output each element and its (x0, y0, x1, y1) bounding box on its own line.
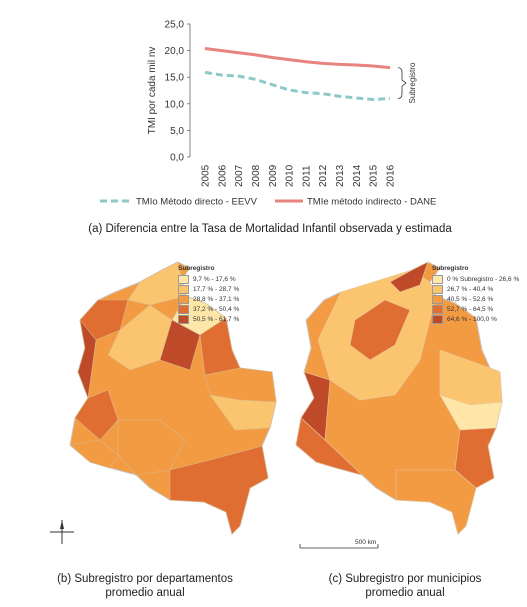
legend-swatch (178, 284, 189, 294)
legend-swatch (178, 314, 189, 324)
y-tick-label: 15,0 (165, 73, 185, 84)
region-c-amazon-south (395, 469, 477, 535)
legend-map-b-item: 17,7 % - 28,7 % (178, 284, 239, 294)
line-chart: 0,0 5,0 10,0 15,0 20,0 25,0 TMI por cada mil n… (100, 20, 436, 208)
legend-map-c-item: 64,6 % - 100,0 % (432, 314, 519, 324)
region-b-amazonas (169, 445, 269, 535)
region-b-arauca (199, 317, 241, 376)
x-tick-label: 2015 (369, 164, 380, 187)
region-b-vichada (209, 394, 277, 431)
north-arrow-icon (50, 520, 74, 544)
legend-label: 9,7 % - 17,6 % (193, 275, 236, 283)
legend-map-b-item: 28,8 % - 37,1 % (178, 294, 239, 304)
legend-label: 40,5 % - 52,6 % (447, 295, 494, 303)
caption-a: (a) Diferencia entre la Tasa de Mortalid… (88, 223, 452, 235)
series-line-indirect (204, 46, 391, 70)
y-tick-label: 25,0 (165, 20, 185, 31)
legend-swatch (178, 274, 189, 284)
x-tick-label: 2014 (352, 164, 363, 187)
y-tick-label: 10,0 (165, 99, 185, 110)
legend-label: 52,7 % - 64,5 % (447, 305, 494, 313)
caption-b: (b) Subregistro por departamentos promed… (40, 572, 250, 600)
legend-map-b-item: 9,7 % - 17,6 % (178, 274, 239, 284)
legend-label: 0 % Subregistro - 26,6 % (447, 275, 520, 283)
region-b-pacific (74, 389, 119, 441)
legend-swatch (178, 304, 189, 314)
legend-map-b-title: Subregistro (178, 265, 215, 272)
region-b-south-west (69, 439, 119, 469)
x-tick-label: 2006 (217, 164, 228, 187)
region-b-choco (77, 319, 97, 399)
x-tick-label: 2012 (318, 164, 329, 187)
region-c-vichada (439, 394, 503, 431)
legend-map-c-item: 0 % Subregistro - 26,6 % (432, 274, 519, 284)
map-departments (69, 261, 277, 535)
caption-b-line2: promedio anual (105, 587, 185, 599)
y-tick-label: 20,0 (165, 46, 185, 57)
legend-swatch (432, 314, 443, 324)
scale-label: 500 km (355, 539, 376, 546)
legend-map-c-item: 52,7 % - 64,5 % (432, 304, 519, 314)
legend-swatch (432, 294, 443, 304)
legend-label: 17,7 % - 28,7 % (193, 285, 240, 293)
x-tick-label: 2010 (285, 164, 296, 187)
legend-swatch (178, 294, 189, 304)
legend-map-b: Subregistro 9,7 % - 17,6 % 17,7 % - 28,7… (178, 265, 239, 324)
x-tick-label: 2016 (386, 164, 397, 187)
x-tick-label: 2008 (251, 164, 262, 187)
legend-label: 28,8 % - 37,1 % (193, 295, 240, 303)
series-line-direct (204, 70, 391, 102)
caption-c-line2: promedio anual (365, 587, 445, 599)
subregistro-bracket (397, 67, 407, 99)
region-c-north-coast (389, 261, 429, 293)
annotation-label: Subregistro (408, 62, 417, 103)
legend-swatch (432, 274, 443, 284)
x-tick-label: 2013 (335, 164, 346, 187)
legend-label: 50,5 % - 61,7 % (193, 315, 240, 323)
x-tick-label: 2011 (301, 165, 312, 187)
region-b-corridor (159, 319, 201, 371)
region-b-caqueta (117, 419, 186, 476)
region-c-south-west (295, 417, 363, 476)
legend-label-direct: TMIo Método directo - EEVV (136, 197, 258, 208)
legend-swatch (432, 304, 443, 314)
y-axis-label: TMI por cada mil nv (147, 47, 158, 135)
y-tick-label: 5,0 (170, 126, 184, 137)
legend-swatch (432, 284, 443, 294)
x-tick-label: 2009 (268, 164, 279, 187)
caption-c-line1: (c) Subregistro por municipios (328, 573, 482, 585)
scale-bar: 500 km (299, 539, 379, 549)
legend-label: 26,7 % - 40,4 % (447, 285, 494, 293)
legend-label: 64,6 % - 100,0 % (447, 315, 497, 323)
legend-map-b-item: 50,5 % - 61,7 % (178, 314, 239, 324)
map-municipalities (295, 261, 503, 535)
legend-label: 37,2 % - 50,4 % (193, 305, 240, 313)
region-c-andes-dark (349, 299, 411, 361)
y-tick-label: 0,0 (170, 153, 184, 164)
x-tick-label: 2007 (234, 164, 245, 187)
legend-label-indirect: TMIe método indirecto - DANE (307, 197, 436, 208)
legend-map-c: Subregistro 0 % Subregistro - 26,6 % 26,… (432, 265, 519, 324)
legend-map-c-item: 40,5 % - 52,6 % (432, 294, 519, 304)
legend-map-c-title: Subregistro (432, 265, 469, 272)
x-tick-label: 2005 (201, 164, 212, 187)
caption-b-line1: (b) Subregistro por departamentos (57, 573, 233, 585)
legend-map-b-item: 37,2 % - 50,4 % (178, 304, 239, 314)
caption-c: (c) Subregistro por municipios promedio … (300, 572, 510, 600)
legend-map-c-item: 26,7 % - 40,4 % (432, 284, 519, 294)
